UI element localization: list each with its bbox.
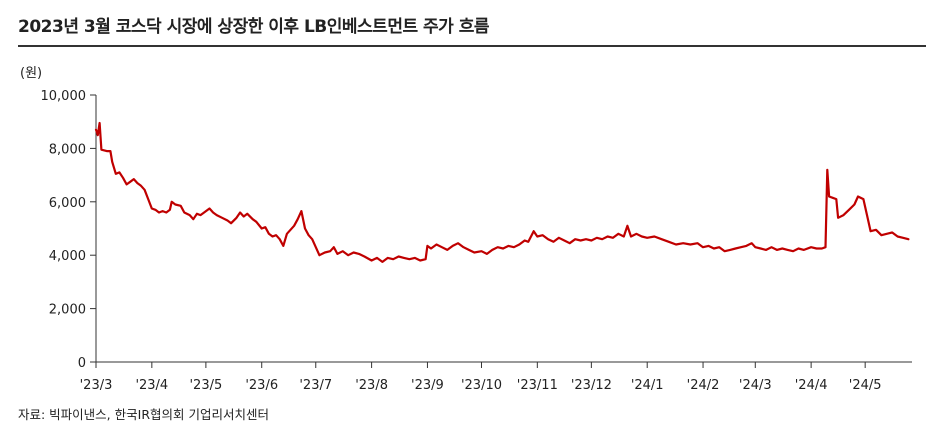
x-tick-label: '24/4	[795, 378, 828, 393]
chart-axes: 0 2,000 4,000 6,000 8,000 10,000 '23/3 '23/4 '23…	[41, 89, 912, 393]
x-tick-label: '23/10	[461, 378, 502, 393]
x-tick-label: '24/3	[739, 378, 772, 393]
x-tick-label: '24/2	[687, 378, 720, 393]
x-tick-label: '23/7	[299, 378, 332, 393]
y-tick-label: 6,000	[49, 196, 86, 211]
y-tick-label: 2,000	[49, 303, 86, 318]
chart-plot-area	[94, 121, 910, 263]
x-tick-label: '23/9	[411, 378, 444, 393]
y-tick-label: 0	[78, 356, 86, 371]
x-tick-label: '24/5	[849, 378, 882, 393]
x-tick-label: '23/4	[135, 378, 168, 393]
y-tick-label: 4,000	[49, 249, 86, 264]
chart-title: 2023년 3월 코스닥 시장에 상장한 이후 LB인베스트먼트 주가 흐름	[18, 17, 490, 37]
y-axis-unit-label: (원)	[20, 66, 43, 81]
x-tick-label: '23/5	[189, 378, 222, 393]
x-tick-label: '23/6	[245, 378, 278, 393]
price-series-line	[94, 121, 910, 263]
title-divider	[18, 45, 926, 47]
x-tick-label: '23/3	[80, 378, 113, 393]
x-tick-label: '23/11	[517, 378, 558, 393]
y-tick-label: 10,000	[41, 89, 87, 104]
x-tick-label: '24/1	[631, 378, 664, 393]
x-tick-label: '23/12	[571, 378, 612, 393]
y-tick-label: 8,000	[49, 142, 86, 157]
source-note: 자료: 빅파이낸스, 한국IR협의회 기업리서치센터	[18, 407, 269, 422]
x-tick-label: '23/8	[355, 378, 388, 393]
